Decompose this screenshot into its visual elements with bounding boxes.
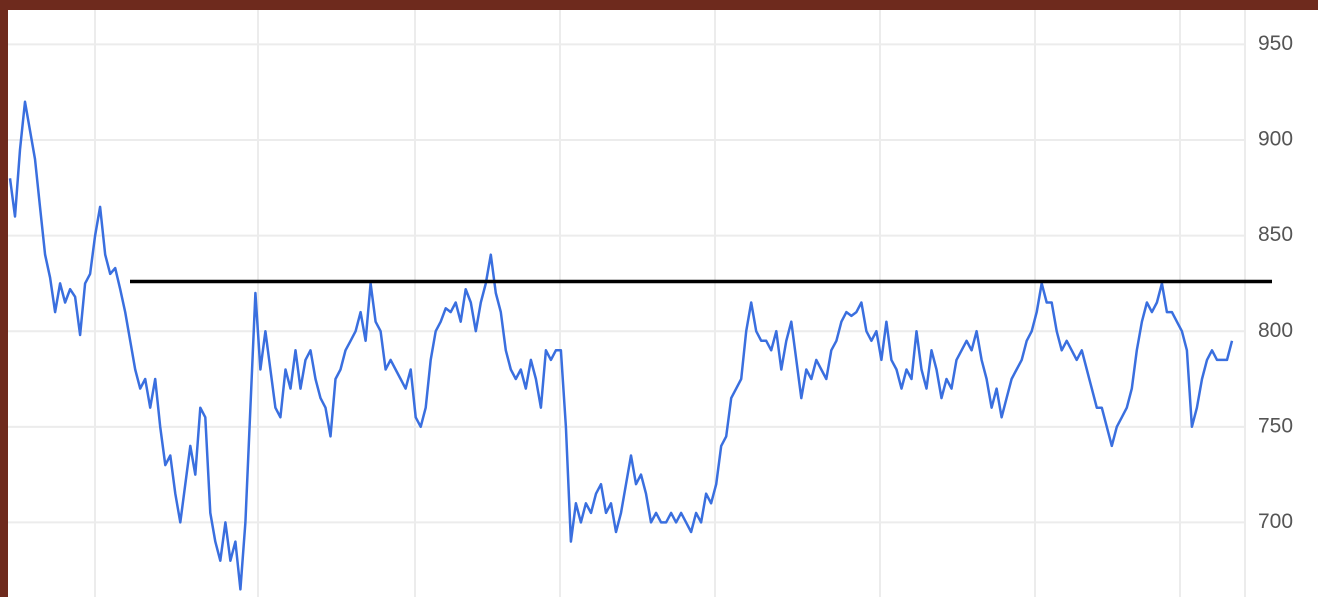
plot-background <box>8 10 1318 597</box>
y-tick-label: 950 <box>1258 32 1293 55</box>
y-tick-label: 750 <box>1258 414 1293 437</box>
y-tick-label: 850 <box>1258 223 1293 246</box>
line <box>8 100 1234 591</box>
y-tick-label: 800 <box>1258 319 1293 342</box>
y-tick-label: 900 <box>1258 128 1293 151</box>
y-tick-label: 700 <box>1258 510 1293 533</box>
vertical-grid <box>94 10 1246 597</box>
